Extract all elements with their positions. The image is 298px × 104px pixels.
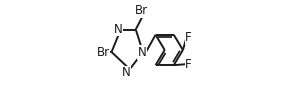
Text: N: N xyxy=(122,66,131,79)
Text: N: N xyxy=(138,46,146,59)
Text: N: N xyxy=(114,23,122,36)
Text: F: F xyxy=(185,31,192,44)
Text: Br: Br xyxy=(135,4,148,17)
Text: F: F xyxy=(185,58,192,71)
Text: Br: Br xyxy=(96,46,109,58)
